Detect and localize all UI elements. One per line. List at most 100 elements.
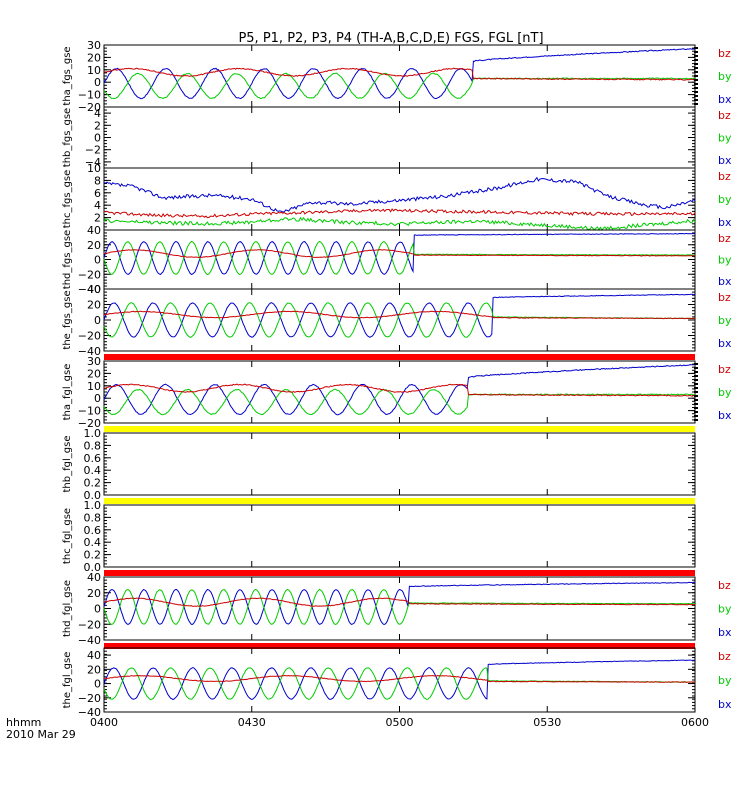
right-marker: [694, 79, 698, 81]
legend-bz: bz: [718, 232, 731, 245]
status-bar-yellow: [104, 498, 695, 504]
y-tick-label: 1.0: [84, 499, 102, 512]
y-tick-label: 0.2: [84, 549, 102, 562]
y-tick-label: −20: [78, 101, 101, 114]
series-line-by: [103, 72, 696, 100]
y-tick-label: 0.8: [84, 439, 102, 452]
y-tick-label: 0: [94, 314, 101, 327]
series-line-bz: [103, 249, 696, 259]
y-tick-label: 10: [87, 162, 101, 175]
y-tick-label: −20: [78, 268, 101, 281]
legend-by: by: [718, 314, 732, 327]
y-tick-label: 40: [87, 224, 101, 237]
legend-bx: bx: [718, 626, 732, 639]
y-tick-label: 20: [87, 299, 101, 312]
right-marker: [694, 399, 698, 401]
x-tick-label: 0530: [533, 716, 561, 729]
right-marker: [694, 375, 698, 377]
y-tick-label: 8: [94, 174, 101, 187]
right-marker: [694, 391, 698, 393]
series-line-bx: [103, 48, 696, 100]
y-axis-label: tha_fgs_gse: [62, 46, 73, 105]
right-marker: [694, 47, 698, 49]
legend-by: by: [718, 603, 732, 616]
legend-bx: bx: [718, 337, 732, 350]
legend-bz: bz: [718, 291, 731, 304]
status-bar-red: [104, 643, 695, 649]
legend-by: by: [718, 254, 732, 267]
y-tick-label: −10: [78, 89, 101, 102]
right-marker: [694, 59, 698, 61]
y-tick-label: 0.0: [84, 489, 102, 502]
series-line-bx: [103, 293, 696, 338]
legend-bx: bx: [718, 698, 732, 711]
y-tick-label: −40: [78, 706, 101, 719]
legend-bz: bz: [718, 363, 731, 376]
y-tick-label: 4: [94, 107, 101, 120]
chart-title: P5, P1, P2, P3, P4 (TH-A,B,C,D,E) FGS, F…: [238, 31, 543, 46]
y-tick-label: 10: [87, 380, 101, 393]
right-marker: [694, 395, 698, 397]
panel-frame: [103, 229, 696, 290]
y-tick-label: 0: [94, 254, 101, 267]
right-marker: [694, 415, 698, 417]
y-tick-label: 4: [94, 199, 101, 212]
y-tick-label: −20: [78, 618, 101, 631]
y-tick-label: 0.8: [84, 511, 102, 524]
right-marker: [694, 383, 698, 385]
series-line-by: [103, 240, 696, 276]
y-tick-label: 20: [87, 239, 101, 252]
y-axis-label: the_fgs_gse: [62, 290, 73, 349]
y-axis-label: thd_fgs_gse: [62, 230, 73, 289]
y-tick-label: 0: [94, 603, 101, 616]
series-line-bx: [103, 232, 696, 275]
legend-bx: bx: [718, 93, 732, 106]
y-tick-label: −4: [85, 156, 101, 169]
status-bar-yellow: [104, 426, 695, 432]
y-axis-label: the_fgl_gse: [62, 652, 73, 709]
y-tick-label: 0: [94, 132, 101, 145]
y-tick-label: 20: [87, 587, 101, 600]
legend-bz: bz: [718, 579, 731, 592]
y-tick-label: 2: [94, 119, 101, 132]
right-marker: [694, 363, 698, 365]
legend-by: by: [718, 70, 732, 83]
y-tick-label: 0: [94, 678, 101, 691]
right-marker: [694, 75, 698, 77]
y-axis-label: thc_fgl_gse: [62, 508, 73, 564]
panel: 40 20 0 −20 −40 the_fgs_gse bz by bx: [62, 283, 732, 360]
panel-frame: [103, 432, 696, 496]
series-line-by: [103, 388, 696, 416]
y-tick-label: 20: [87, 663, 101, 676]
x-tick-label: 0500: [386, 716, 414, 729]
x-tick-label: 0430: [238, 716, 266, 729]
right-marker: [694, 403, 698, 405]
y-tick-label: −40: [78, 634, 101, 647]
y-tick-label: 6: [94, 187, 101, 200]
legend-bx: bx: [718, 275, 732, 288]
right-marker: [694, 407, 698, 409]
y-tick-label: 2: [94, 212, 101, 225]
legend-bx: bx: [718, 154, 732, 167]
y-tick-label: 0.6: [84, 524, 102, 537]
panel-frame: [103, 576, 696, 641]
legend-by: by: [718, 132, 732, 145]
y-tick-label: −2: [85, 144, 101, 157]
y-tick-label: 0.0: [84, 561, 102, 574]
panel: 1.00.80.60.40.20.0 thc_fgl_gse: [62, 499, 696, 576]
legend-by: by: [718, 674, 732, 687]
x-tick-label: 0600: [681, 716, 709, 729]
y-tick-label: 1.0: [84, 427, 102, 440]
panel: 40 20 0 −20 −40 thd_fgl_gse bz by bx: [62, 571, 732, 649]
status-bar-red: [104, 354, 695, 360]
series-line-by: [103, 216, 696, 231]
right-marker: [694, 379, 698, 381]
y-tick-label: 0: [94, 76, 101, 89]
series-line-bz: [103, 674, 696, 683]
legend-by: by: [718, 386, 732, 399]
series-line-bz: [103, 383, 695, 397]
